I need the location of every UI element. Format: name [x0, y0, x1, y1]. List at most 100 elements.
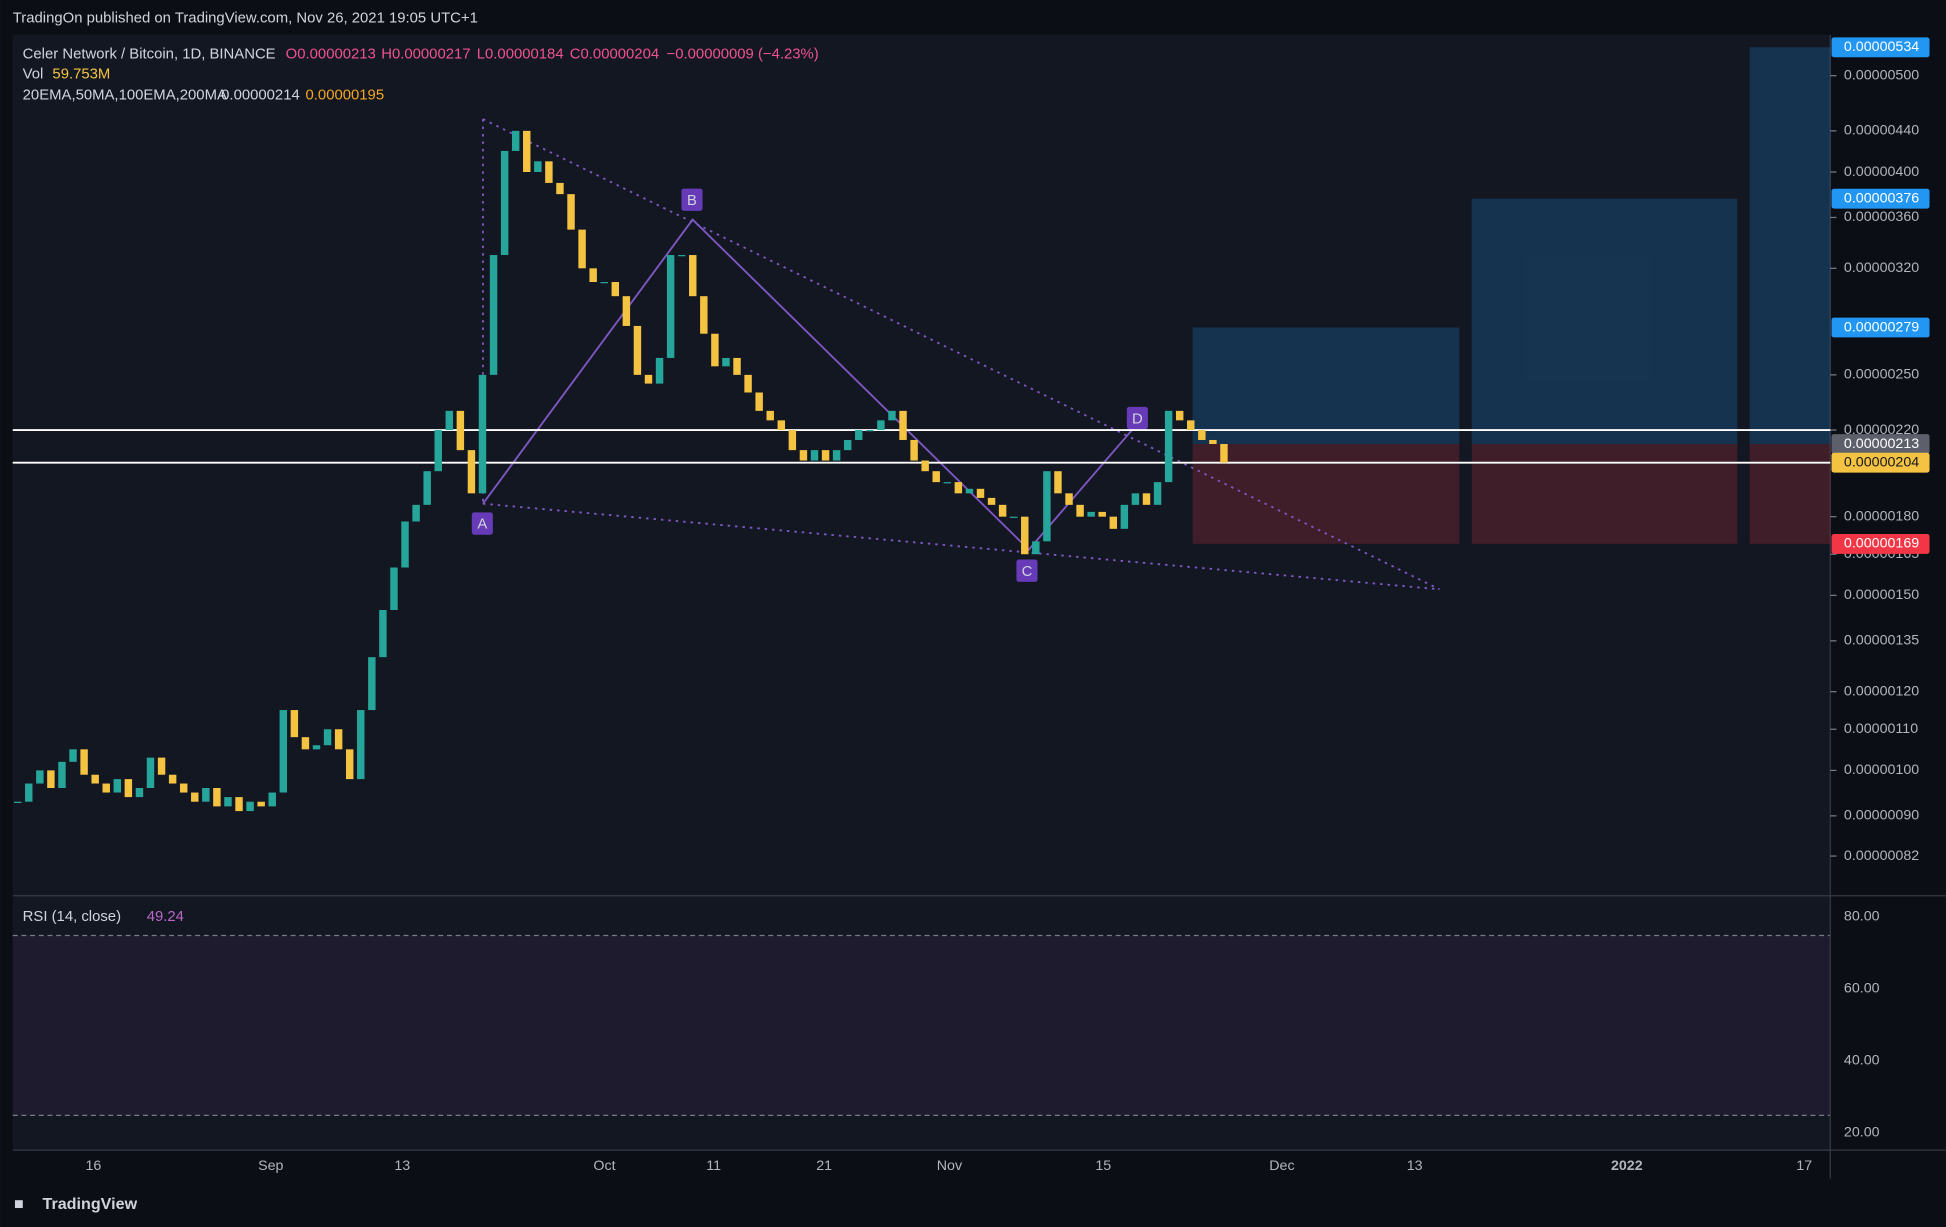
vol-value: 59.753M	[52, 66, 110, 82]
stop-zone	[1471, 444, 1738, 544]
candle	[489, 255, 498, 375]
candle	[1142, 493, 1151, 505]
price-label: 0.00000250	[1844, 367, 1919, 383]
candle	[345, 749, 354, 780]
price-label: 0.00000082	[1844, 848, 1919, 864]
price-marker-label: 0.00000279	[1844, 319, 1919, 335]
published-line: TradingOn published on TradingView.com, …	[13, 11, 478, 27]
price-marker	[1831, 37, 1930, 58]
candle	[722, 357, 730, 367]
candle	[965, 488, 974, 494]
time-label: 13	[394, 1158, 410, 1174]
change: −0.00000009 (−4.23%)	[667, 47, 819, 63]
candle	[25, 783, 33, 802]
candle	[998, 504, 1007, 517]
candle	[832, 450, 841, 461]
point-badge	[471, 512, 493, 535]
price-label: 0.00000400	[1844, 164, 1919, 180]
candle	[1153, 482, 1162, 505]
candle	[810, 450, 819, 461]
candle	[312, 745, 321, 750]
candle	[1187, 420, 1195, 431]
price-label: 0.00000500	[1844, 67, 1919, 83]
candle	[744, 374, 752, 393]
price-marker	[1831, 188, 1930, 209]
price-label: 0.00000100	[1844, 762, 1919, 778]
candle	[224, 797, 232, 807]
candle	[821, 450, 830, 461]
candle	[644, 374, 653, 384]
candle	[932, 471, 940, 483]
candle	[168, 774, 177, 784]
candle	[987, 497, 996, 505]
candle	[1109, 516, 1118, 529]
rsi-tick-label: 20.00	[1844, 1124, 1880, 1140]
ma-value: 0.00000214	[221, 87, 300, 103]
price-marker-label: 0.00000213	[1844, 436, 1919, 452]
candle	[257, 801, 265, 807]
rsi-tick-label: 60.00	[1844, 981, 1880, 997]
candle	[390, 567, 398, 611]
rsi-tick-label: 40.00	[1844, 1053, 1880, 1069]
price-marker	[1831, 434, 1930, 454]
candle	[1065, 493, 1073, 505]
price-label: 0.00000220	[1844, 422, 1919, 438]
target-zone	[1192, 327, 1460, 445]
point-label: C	[1022, 564, 1033, 580]
rsi-value: 49.24	[147, 909, 184, 925]
candle	[777, 420, 786, 431]
rsi-tick-label: 80.00	[1844, 909, 1880, 925]
candle	[954, 482, 963, 494]
point-label: D	[1132, 411, 1143, 427]
price-label: 0.00000110	[1844, 721, 1918, 737]
candle	[1209, 439, 1217, 445]
ohlc-high: H0.00000217	[381, 47, 470, 63]
candle	[1164, 410, 1173, 483]
ohlc-low: L0.00000184	[477, 47, 564, 63]
point-badge	[681, 188, 703, 211]
candle	[246, 801, 254, 812]
candle	[1054, 471, 1062, 494]
candle	[910, 439, 918, 461]
price-label: 0.00000440	[1844, 123, 1919, 139]
candle	[1120, 504, 1129, 529]
candle	[567, 194, 575, 230]
candle	[866, 430, 874, 432]
candle	[478, 374, 487, 494]
candle	[1220, 444, 1228, 463]
candle	[191, 792, 199, 802]
ohlc-open: O0.00000213	[286, 47, 376, 63]
candle	[157, 757, 166, 775]
price-label: 0.00000180	[1844, 508, 1919, 524]
time-label: 21	[816, 1158, 832, 1174]
candle	[1021, 516, 1029, 555]
candle	[357, 710, 365, 780]
price-label: 0.00000120	[1844, 683, 1919, 699]
time-label: 2022	[1611, 1158, 1643, 1174]
candle	[677, 255, 686, 257]
candle	[47, 770, 55, 789]
candle	[689, 255, 697, 297]
candle	[1098, 511, 1106, 517]
candle	[135, 788, 144, 798]
point-label: B	[687, 193, 697, 209]
candle	[655, 357, 664, 384]
price-marker	[1831, 317, 1930, 338]
candle	[334, 729, 343, 750]
candle	[700, 296, 708, 334]
candle	[600, 282, 608, 284]
price-label: 0.00000320	[1844, 260, 1919, 276]
candle	[611, 282, 620, 297]
candle	[91, 774, 99, 784]
candle	[578, 229, 586, 269]
time-label: Sep	[258, 1158, 283, 1174]
time-label: 16	[85, 1158, 101, 1174]
price-marker-label: 0.00000534	[1844, 39, 1919, 55]
candle	[368, 657, 376, 711]
candle	[622, 296, 631, 326]
candle	[500, 150, 509, 256]
candle	[711, 333, 719, 367]
vol-label: Vol	[23, 66, 44, 82]
candle	[323, 729, 332, 746]
